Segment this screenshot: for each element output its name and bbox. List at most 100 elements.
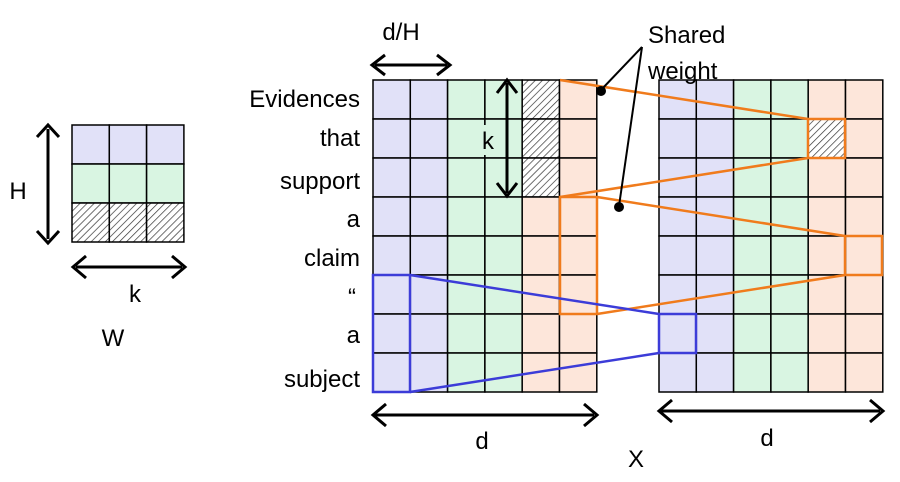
grid-cell [372,352,412,393]
grid-cell [521,79,561,120]
grid-cell [844,235,884,276]
grid-cell [372,274,412,315]
token-label: support [280,168,360,195]
grid-cell [558,352,598,393]
grid-cell [807,235,847,276]
token-label: Evidences [249,86,360,113]
grid-cell [658,235,698,276]
grid-cell [446,313,486,354]
kernel-width-label: k [129,281,142,308]
grid-cell [558,118,598,159]
grid-cell [695,352,735,393]
grid-cell [484,235,523,276]
grid-cell [732,235,772,276]
kernel-height-arrow [35,122,61,246]
grid-cell [558,196,598,237]
grid-cell [409,313,449,354]
orange-conv-window-bottom [558,195,884,316]
x-label: X [628,446,644,473]
grid-cell [145,124,185,165]
grid-cell [372,196,412,237]
grid-cell [658,196,698,237]
token-label: a [347,322,361,349]
grid-cell [521,157,561,198]
grid-cell [844,274,884,315]
grid-cell [484,274,523,315]
grid-cell [807,196,847,237]
grid-cell [732,118,772,159]
grid-cell [695,235,735,276]
grid-cell [844,196,884,237]
grid-cell [844,352,884,393]
grid-cell [484,313,523,354]
kernel-size-arrow [495,77,519,199]
grid-cell [558,79,598,120]
grid-cell [732,352,772,393]
grid-cell [807,79,847,120]
grid-cell [446,196,486,237]
grid-cell [409,79,449,120]
grid-cell [695,118,735,159]
grid-cell [71,163,111,204]
grid-cell [732,196,772,237]
grid-cell [446,157,486,198]
grid-cell [108,163,148,204]
grid-cell [770,352,809,393]
token-label: that [320,125,360,152]
grid-cell [807,157,847,198]
head-width-label: d/H [382,19,419,46]
grid-cell [71,124,111,165]
grid-cell [695,157,735,198]
grid-cell [409,118,449,159]
input-width-label: d [475,428,488,455]
token-label: subject [284,366,360,393]
grid-cell [558,313,598,354]
output-width-arrow [656,398,886,424]
grid-cell [558,274,598,315]
blue-conv-window [371,273,698,394]
shared-weight-line1: Shared [648,22,725,49]
grid-cell [372,157,412,198]
grid-cell [409,157,449,198]
grid-cell [409,196,449,237]
grid-cell [658,352,698,393]
grid-cell [558,157,598,198]
grid-cell [484,196,523,237]
token-labels: Evidences that support a claim “ a subje… [249,86,360,393]
grid-cell [770,118,809,159]
token-label: claim [304,245,360,272]
output-matrix-grid [658,79,884,393]
grid-cell [558,235,598,276]
grid-cell [372,235,412,276]
kernel-size-label: k [482,128,495,155]
grid-cell [807,118,847,159]
kernel-height-label: H [9,178,26,205]
grid-cell [446,79,486,120]
grid-cell [521,196,561,237]
grid-cell [409,235,449,276]
grid-cell [446,235,486,276]
grid-cell [844,79,884,120]
kernel-grid [71,124,185,243]
grid-cell [807,352,847,393]
grid-cell [521,235,561,276]
grid-cell [108,124,148,165]
grid-cell [71,202,111,243]
grid-cell [770,313,809,354]
kernel-width-arrow [70,254,188,280]
grid-cell [807,313,847,354]
grid-cell [372,79,412,120]
grid-cell [145,163,185,204]
grid-cell [108,202,148,243]
grid-cell [372,313,412,354]
grid-cell [145,202,185,243]
output-width-label: d [760,425,773,452]
kernel-size-label-bg [477,125,499,155]
grid-cell [732,274,772,315]
grid-cell [372,118,412,159]
grid-cell [521,118,561,159]
token-label: a [347,206,361,233]
kernel-caption: W [102,325,125,352]
grid-cell [521,313,561,354]
